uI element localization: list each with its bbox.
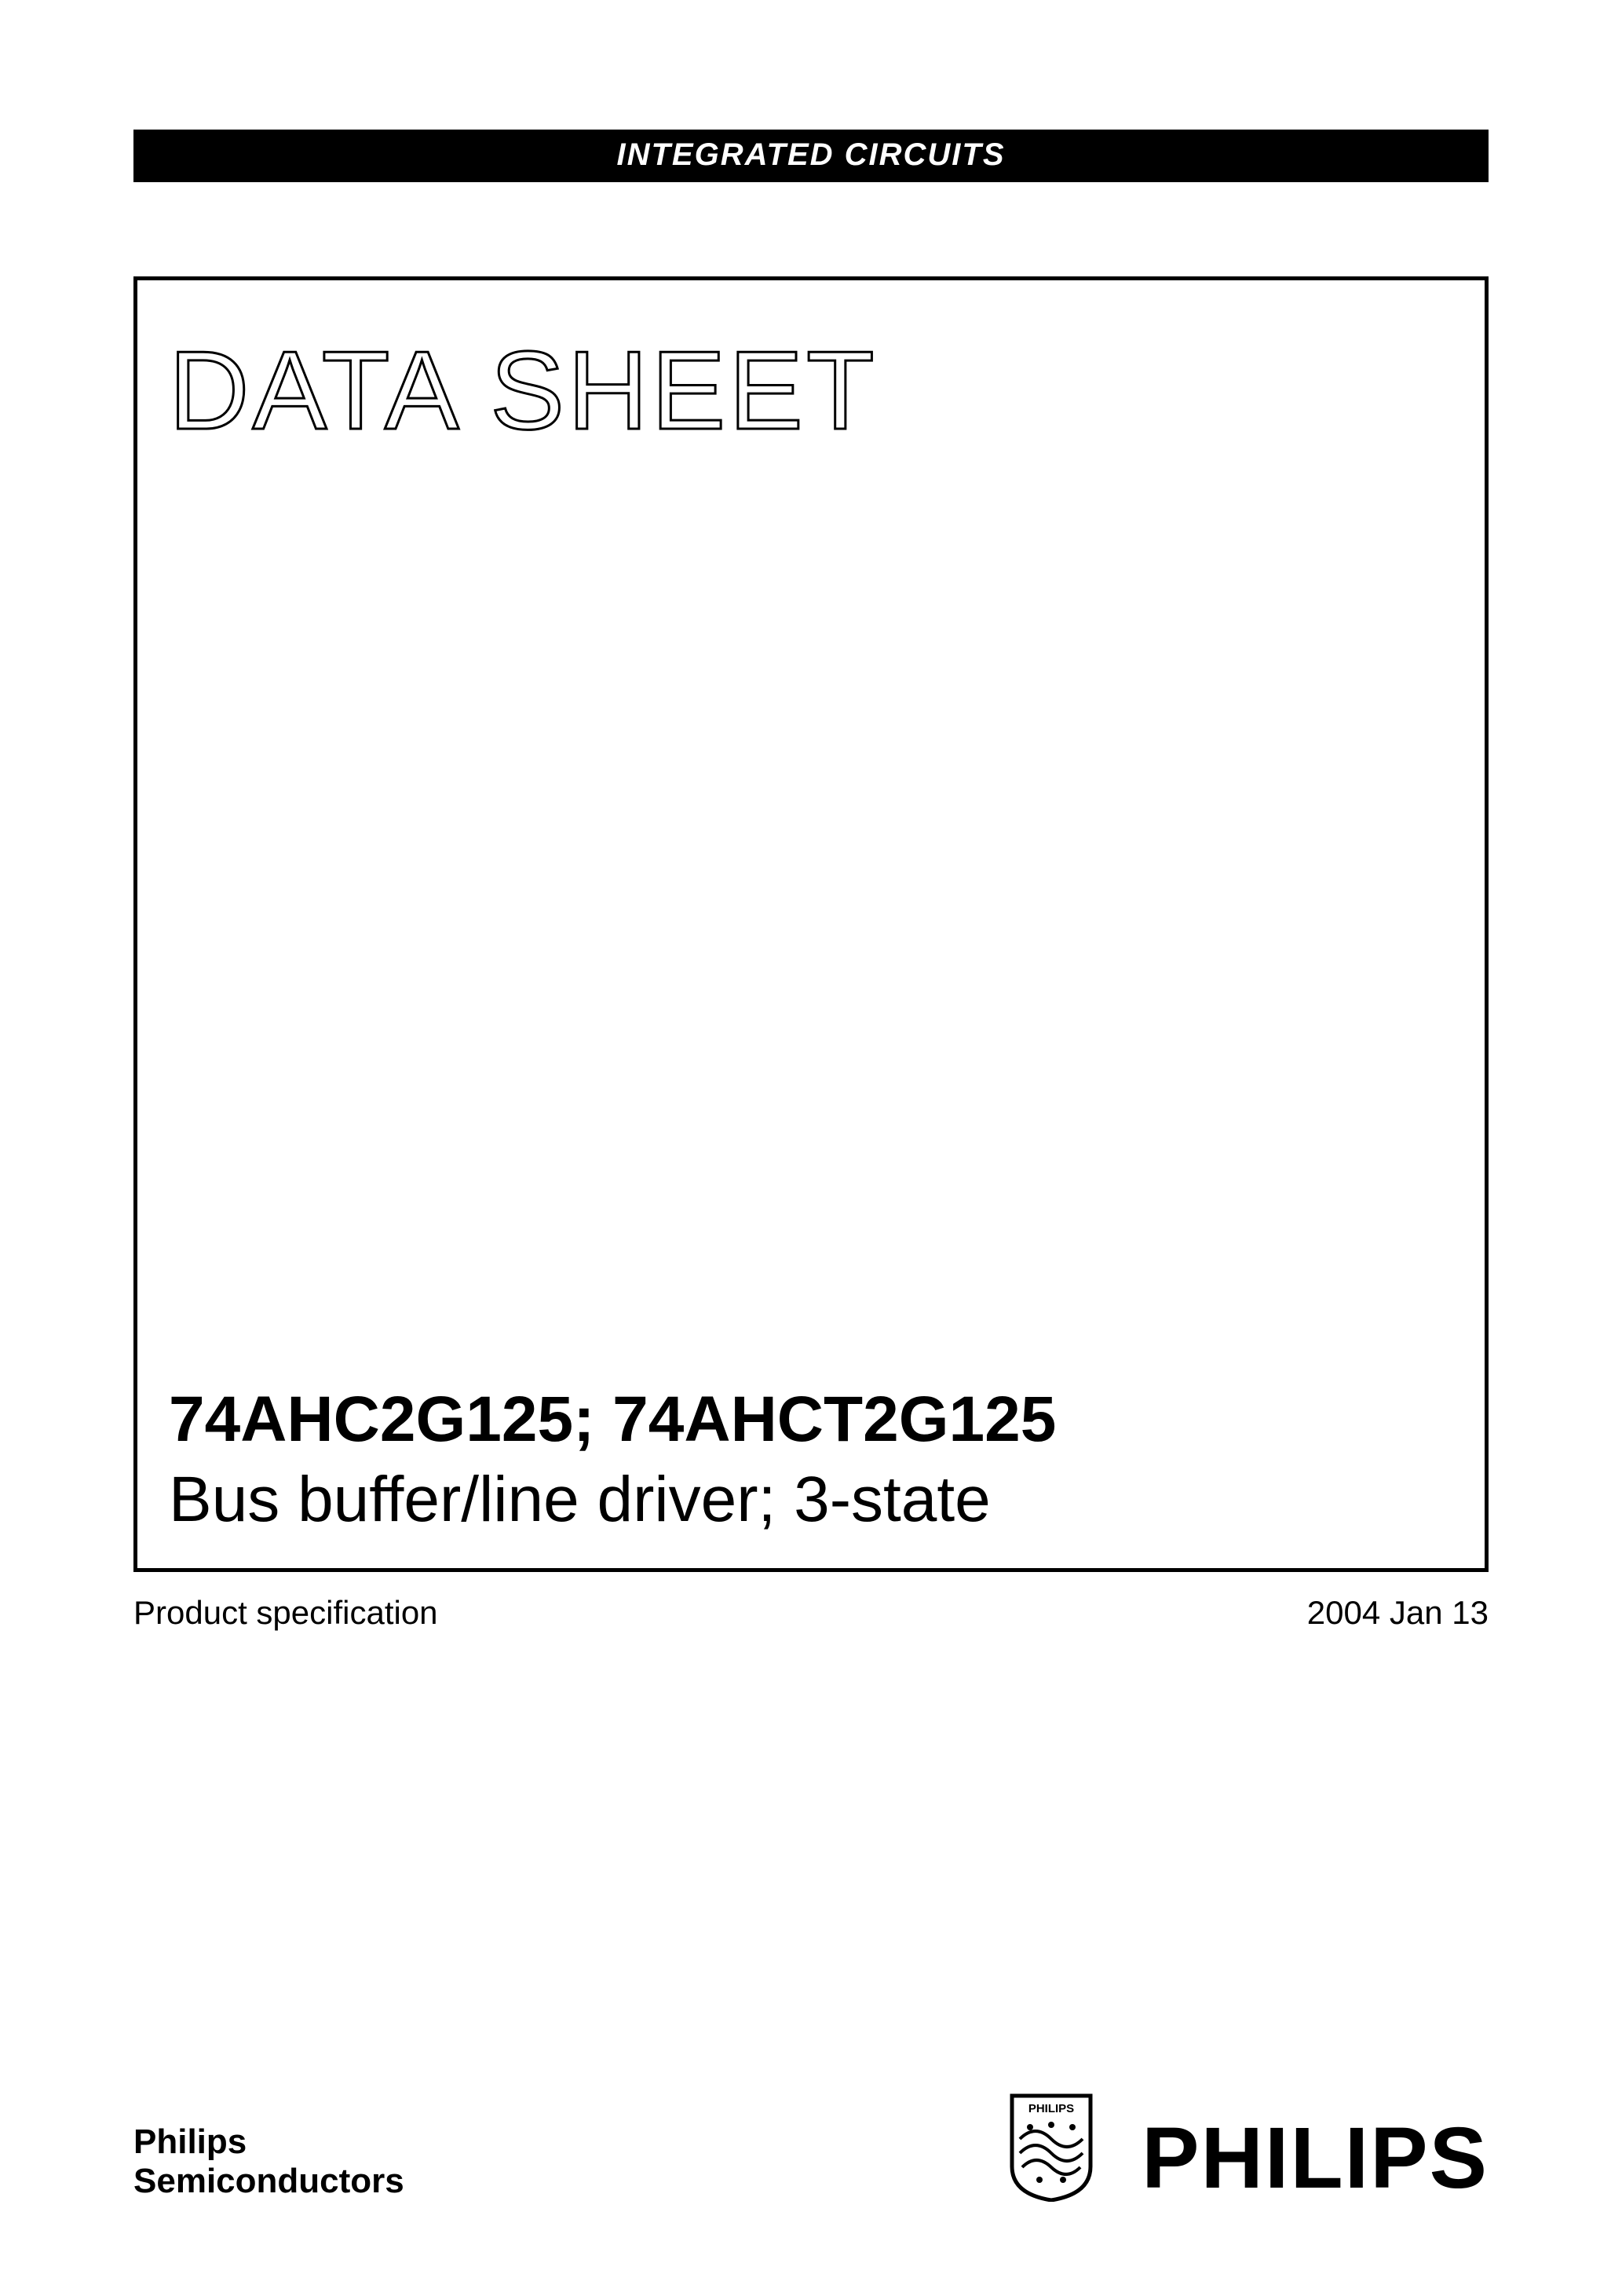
footer-company-line2: Semiconductors: [133, 2162, 404, 2202]
doc-date: 2004 Jan 13: [1307, 1594, 1489, 1632]
meta-row: Product specification 2004 Jan 13: [133, 1594, 1489, 1632]
footer-company: Philips Semiconductors: [133, 2122, 404, 2202]
part-description: Bus buffer/line driver; 3-state: [169, 1463, 1453, 1537]
outline-title: DATA SHEET: [169, 335, 1453, 447]
part-number: 74AHC2G125; 74AHCT2G125: [169, 1383, 1453, 1457]
footer-right: PHILIPS PHILIPS: [1008, 2092, 1489, 2202]
page: INTEGRATED CIRCUITS DATA SHEET 74AHC2G12…: [0, 0, 1622, 2296]
title-box: DATA SHEET 74AHC2G125; 74AHCT2G125 Bus b…: [133, 276, 1489, 1572]
product-block: 74AHC2G125; 74AHCT2G125 Bus buffer/line …: [169, 1383, 1453, 1537]
header-banner: INTEGRATED CIRCUITS: [133, 130, 1489, 182]
shield-label: PHILIPS: [1028, 2102, 1074, 2115]
doc-type: Product specification: [133, 1594, 438, 1632]
footer-company-line1: Philips: [133, 2122, 404, 2163]
footer: Philips Semiconductors PHILIPS PHILIPS: [133, 2092, 1489, 2202]
shield-icon: PHILIPS: [1008, 2092, 1094, 2202]
header-banner-text: INTEGRATED CIRCUITS: [616, 137, 1005, 172]
philips-wordmark: PHILIPS: [1142, 2115, 1489, 2202]
